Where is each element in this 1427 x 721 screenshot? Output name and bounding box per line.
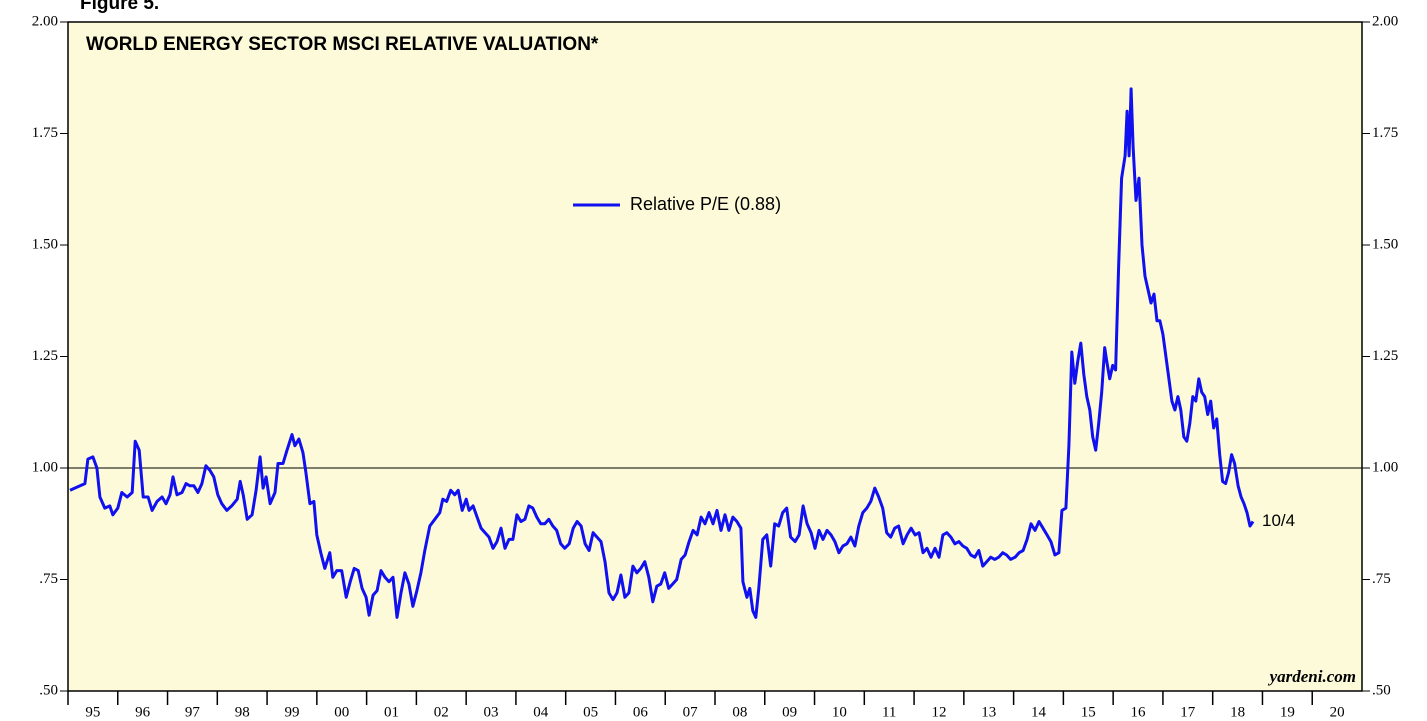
y2-tick-label: 1.50 (1372, 236, 1398, 252)
legend-label: Relative P/E (0.88) (630, 194, 781, 214)
x-tick-label: 19 (1280, 704, 1295, 720)
y2-tick-label: 1.75 (1372, 125, 1398, 141)
x-tick-label: 00 (334, 704, 349, 720)
x-tick-label: 18 (1230, 704, 1245, 720)
x-tick-label: 09 (782, 704, 797, 720)
x-tick-label: 16 (1131, 704, 1147, 720)
x-tick-label: 07 (683, 704, 699, 720)
x-tick-label: 13 (981, 704, 996, 720)
x-tick-label: 96 (135, 704, 151, 720)
y-tick-label: 1.00 (32, 459, 58, 475)
y2-tick-label: .50 (1372, 682, 1391, 698)
end-annotation: 10/4 (1262, 511, 1295, 530)
x-tick-label: 10 (832, 704, 847, 720)
x-tick-label: 03 (484, 704, 499, 720)
x-tick-label: 05 (583, 704, 598, 720)
x-tick-label: 97 (185, 704, 201, 720)
x-tick-label: 11 (882, 704, 896, 720)
source-label: yardeni.com (1268, 667, 1356, 686)
plot-frame (67, 21, 1363, 692)
x-tick-label: 15 (1081, 704, 1096, 720)
y-tick-label: .75 (39, 571, 58, 587)
x-tick-label: 06 (633, 704, 649, 720)
y2-tick-label: 1.00 (1372, 459, 1398, 475)
y2-tick-label: 2.00 (1372, 13, 1398, 29)
x-tick-label: 17 (1180, 704, 1196, 720)
x-tick-label: 01 (384, 704, 399, 720)
x-tick-label: 95 (85, 704, 100, 720)
x-tick-label: 08 (732, 704, 747, 720)
x-tick-label: 12 (931, 704, 946, 720)
y-tick-label: .50 (39, 682, 58, 698)
x-tick-label: 99 (284, 704, 299, 720)
y2-tick-label: .75 (1372, 571, 1391, 587)
y-tick-label: 1.50 (32, 236, 58, 252)
x-tick-label: 02 (434, 704, 449, 720)
plot-area (68, 22, 1362, 691)
y-tick-label: 1.75 (32, 125, 58, 141)
x-tick-label: 98 (235, 704, 250, 720)
y-tick-label: 2.00 (32, 13, 58, 29)
data-line (69, 87, 1255, 619)
x-tick-label: 20 (1330, 704, 1345, 720)
y-tick-label: 1.25 (32, 348, 58, 364)
x-tick-label: 04 (533, 704, 549, 720)
x-tick-label: 14 (1031, 704, 1047, 720)
y2-tick-label: 1.25 (1372, 348, 1398, 364)
figure-label: Figure 5. (80, 0, 159, 14)
chart-title: WORLD ENERGY SECTOR MSCI RELATIVE VALUAT… (86, 34, 599, 55)
